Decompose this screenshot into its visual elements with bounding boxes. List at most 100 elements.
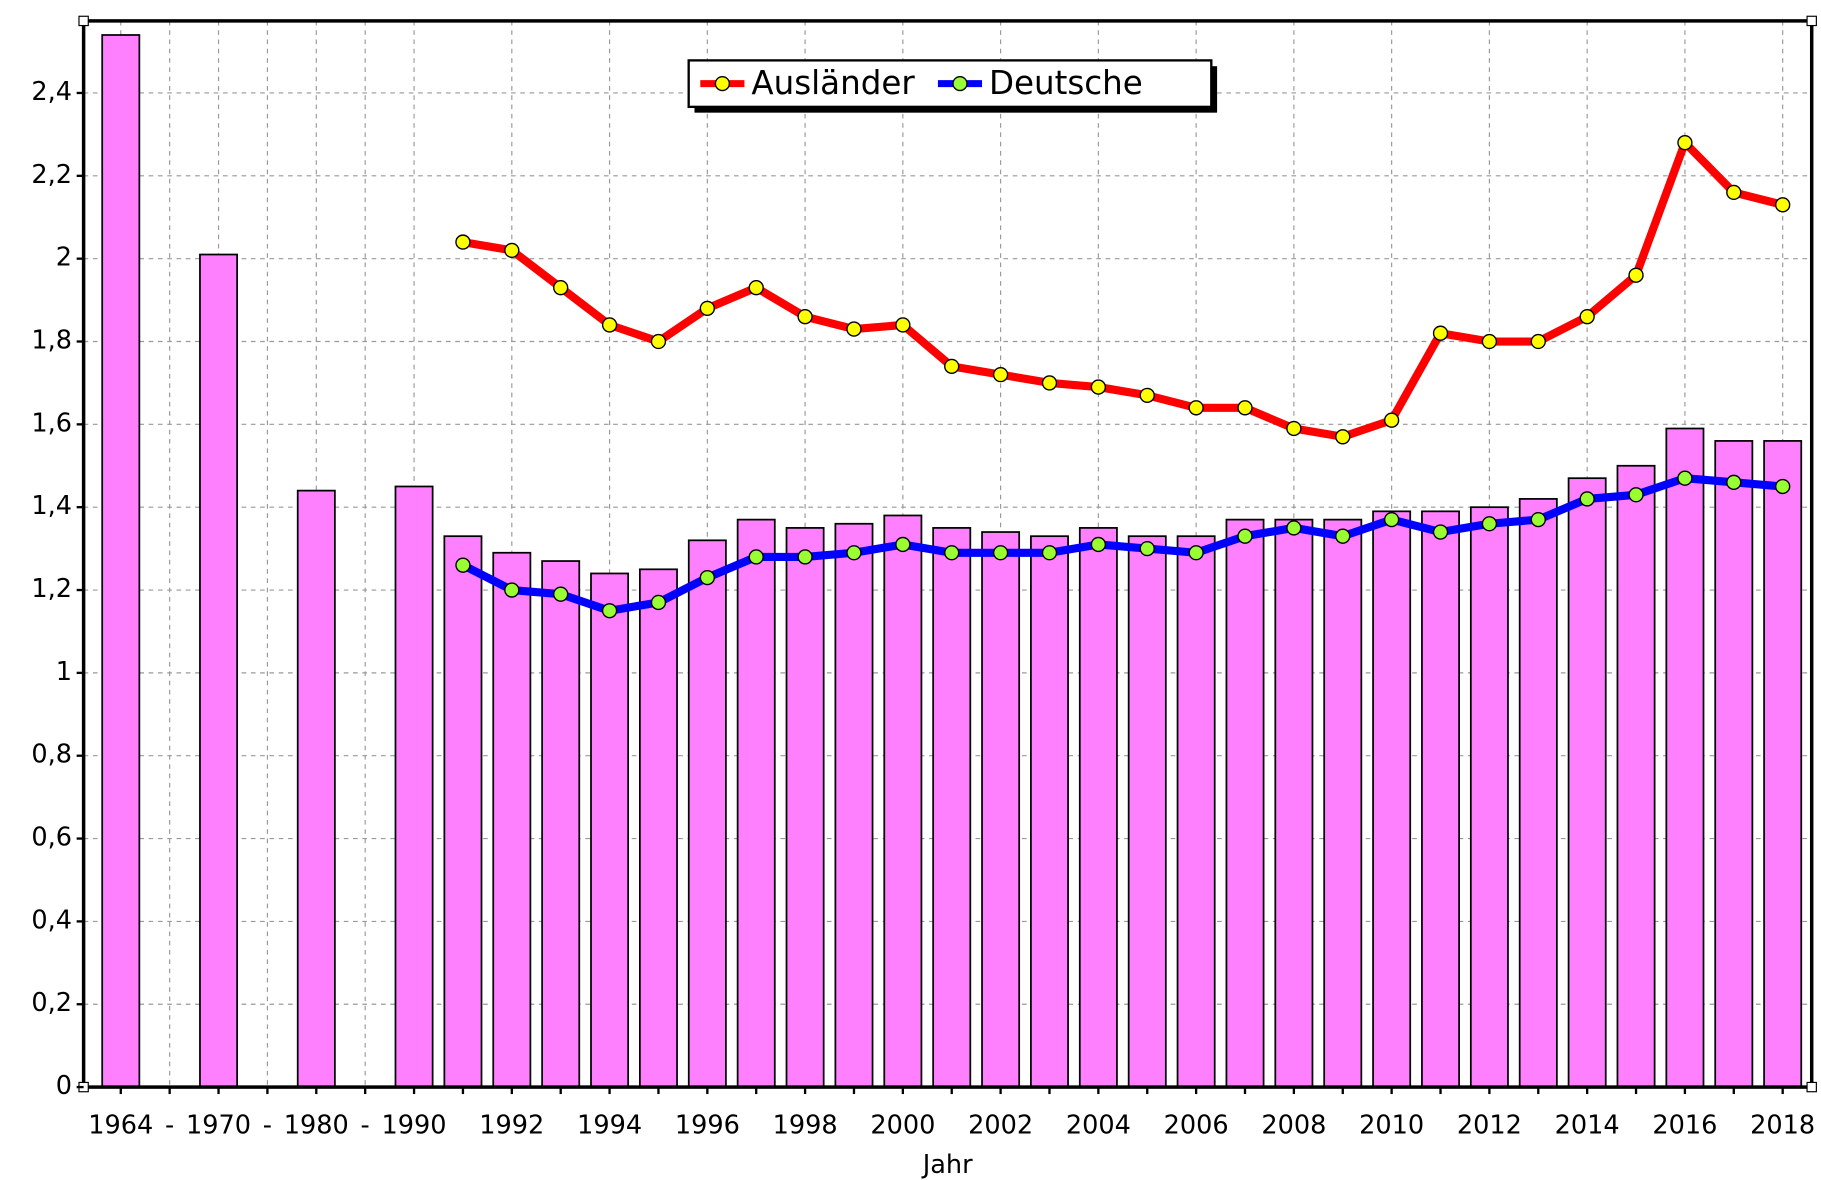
- x-tick-label: 2018: [1750, 1111, 1815, 1141]
- y-tick-label: 0,2: [31, 988, 72, 1018]
- y-tick-label: 0,4: [31, 905, 72, 935]
- bar: [101, 34, 141, 1088]
- bar: [590, 572, 630, 1088]
- bar: [1030, 535, 1069, 1088]
- lines: [455, 135, 1791, 619]
- y-tick-label: 1,4: [31, 491, 72, 521]
- axes: 00,20,40,60,811,21,41,61,822,22,41964-19…: [31, 77, 1815, 1141]
- bar: [443, 535, 483, 1088]
- bar: [834, 522, 874, 1088]
- line-marker: [1481, 333, 1498, 350]
- line-marker: [1628, 267, 1644, 283]
- legend-label: Ausländer: [751, 64, 915, 102]
- bar: [541, 560, 581, 1088]
- y-tick-label: 2,4: [31, 77, 72, 107]
- line-marker: [1237, 400, 1253, 416]
- x-tick-label: 2012: [1457, 1111, 1522, 1141]
- x-tick-label: 1992: [479, 1111, 544, 1141]
- x-tick-label: 1996: [675, 1111, 740, 1141]
- y-tick-label: 1,8: [31, 326, 72, 356]
- x-tick-label: -: [361, 1111, 370, 1141]
- line-marker: [1286, 520, 1302, 536]
- x-tick-label: -: [165, 1111, 174, 1141]
- y-tick-label: 2: [56, 243, 72, 273]
- bar: [1665, 427, 1705, 1088]
- bar: [1616, 464, 1656, 1088]
- x-tick-label: 1980: [284, 1111, 349, 1141]
- line-marker: [1432, 524, 1449, 540]
- y-tick-label: 0,8: [31, 740, 72, 770]
- bar: [1763, 440, 1803, 1088]
- corner: [78, 15, 89, 27]
- x-tick-label: 1964: [88, 1111, 153, 1141]
- bars: [101, 34, 1803, 1088]
- line-marker: [895, 536, 911, 553]
- bar: [492, 551, 532, 1088]
- x-tick-label: 2016: [1652, 1111, 1717, 1141]
- line-marker: [601, 317, 618, 333]
- line-marker: [1041, 545, 1058, 561]
- bar: [1421, 510, 1460, 1088]
- line-marker: [455, 234, 471, 250]
- line-marker: [1775, 197, 1791, 213]
- x-tick-label: 2014: [1555, 1111, 1620, 1141]
- x-axis-label: Jahr: [921, 1150, 973, 1180]
- x-tick-label: 2008: [1261, 1111, 1326, 1141]
- line-marker: [1628, 487, 1644, 503]
- bar: [687, 539, 727, 1088]
- line-marker: [650, 594, 667, 611]
- line-marker: [1432, 325, 1449, 341]
- x-tick-label: 2000: [870, 1111, 935, 1141]
- x-tick-label: 1994: [577, 1111, 642, 1141]
- line-marker: [1090, 536, 1107, 553]
- x-tick-label: 2004: [1066, 1111, 1131, 1141]
- legend-marker: [714, 75, 731, 92]
- line-marker: [1335, 429, 1351, 445]
- line-marker: [699, 569, 715, 586]
- line-marker: [1139, 540, 1155, 557]
- x-tick-label: 2006: [1164, 1111, 1229, 1141]
- line-marker: [895, 317, 911, 333]
- bar: [296, 489, 336, 1088]
- line-marker: [1188, 400, 1204, 416]
- line-marker: [553, 586, 569, 602]
- x-tick-label: 1990: [382, 1111, 447, 1141]
- x-tick-label: -: [263, 1111, 272, 1141]
- y-tick-label: 2,2: [31, 160, 72, 190]
- bar: [883, 514, 923, 1088]
- bar: [1225, 518, 1265, 1088]
- line-marker: [1726, 474, 1742, 491]
- y-tick-label: 1: [56, 657, 72, 687]
- line-marker: [846, 321, 862, 337]
- line-marker: [504, 242, 520, 259]
- x-tick-label: 2002: [968, 1111, 1033, 1141]
- bar: [199, 253, 238, 1088]
- line-marker: [1383, 412, 1400, 428]
- line-marker: [992, 366, 1009, 383]
- line-marker: [797, 308, 813, 325]
- line-marker: [1286, 420, 1302, 437]
- legend-label: Deutsche: [989, 64, 1143, 102]
- plot-frame: [81, 19, 1814, 1089]
- bar: [1567, 477, 1607, 1088]
- corner: [1806, 15, 1817, 27]
- y-tick-label: 0,6: [31, 823, 72, 853]
- y-tick-label: 1,2: [31, 574, 72, 604]
- line-marker: [1335, 528, 1351, 544]
- bar: [785, 527, 825, 1088]
- bar: [1518, 498, 1558, 1088]
- legend-marker: [952, 75, 968, 92]
- line-marker: [601, 603, 618, 619]
- line-marker: [1139, 387, 1155, 404]
- line-marker: [944, 358, 960, 375]
- line-marker: [1775, 478, 1791, 495]
- bar: [1372, 510, 1412, 1088]
- bar: [1469, 506, 1509, 1088]
- line-marker: [1481, 516, 1498, 532]
- line-marker: [944, 545, 960, 561]
- line-marker: [748, 549, 764, 565]
- bar: [638, 568, 678, 1088]
- line-marker: [1677, 135, 1693, 151]
- x-tick-label: 2010: [1359, 1111, 1424, 1141]
- y-tick-label: 1,6: [31, 408, 72, 438]
